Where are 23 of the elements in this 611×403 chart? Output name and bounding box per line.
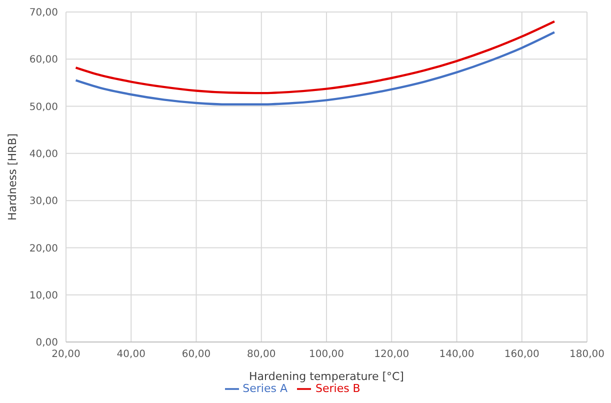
x-tick-label: 180,00 xyxy=(570,349,604,360)
legend-label: Series A xyxy=(242,382,288,396)
x-tick-label: 20,00 xyxy=(52,349,80,360)
y-tick-label: 30,00 xyxy=(29,196,58,208)
y-tick-label: 0,00 xyxy=(36,338,58,349)
x-axis-title: Hardening temperature [°C] xyxy=(249,370,404,383)
y-tick-label: 10,00 xyxy=(29,290,58,302)
y-tick-label: 70,00 xyxy=(29,8,58,19)
y-axis-title: Hardness [HRB] xyxy=(6,133,19,221)
x-tick-label: 40,00 xyxy=(116,349,146,360)
y-tick-label: 20,00 xyxy=(29,243,58,254)
x-tick-label: 80,00 xyxy=(247,349,276,360)
x-tick-label: 140,00 xyxy=(439,349,474,360)
x-tick-label: 120,00 xyxy=(374,349,410,360)
x-tick-label: 60,00 xyxy=(182,349,211,360)
y-tick-label: 60,00 xyxy=(29,54,58,66)
line-series xyxy=(74,31,556,106)
line-series xyxy=(74,20,556,94)
y-tick-label: 50,00 xyxy=(29,102,58,113)
y-tick-label: 40,00 xyxy=(29,148,58,160)
legend-label: Series B xyxy=(315,382,360,396)
x-tick-label: 100,00 xyxy=(309,349,344,360)
x-tick-label: 160,00 xyxy=(504,349,540,360)
